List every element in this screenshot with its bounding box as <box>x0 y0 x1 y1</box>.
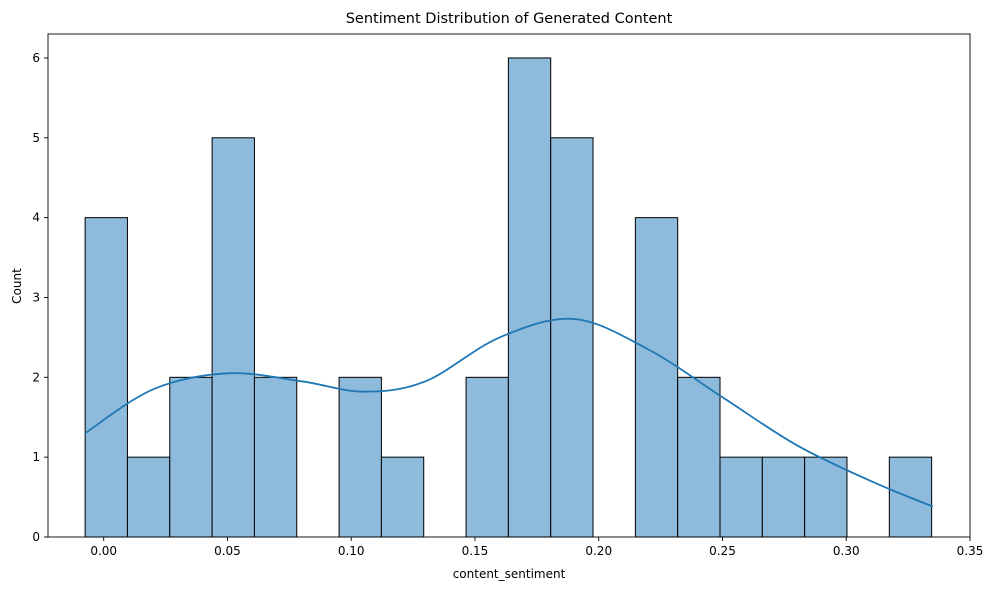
y-tick-label: 1 <box>32 450 40 464</box>
y-tick-label: 3 <box>32 290 40 304</box>
x-tick-label: 0.20 <box>585 544 612 558</box>
x-axis-ticks: 0.00 0.05 0.10 0.15 0.20 0.25 0.30 0.35 <box>90 537 983 558</box>
histogram-bar <box>550 137 594 538</box>
histogram-bar <box>761 456 806 538</box>
histogram-bar <box>507 57 552 538</box>
histogram-bar <box>84 217 128 538</box>
histogram-bar <box>719 456 763 538</box>
histogram-bar <box>169 376 213 538</box>
x-tick-label: 0.10 <box>338 544 365 558</box>
chart-title: Sentiment Distribution of Generated Cont… <box>346 11 673 27</box>
y-tick-label: 2 <box>32 370 40 384</box>
histogram-bar <box>465 376 509 538</box>
histogram-bar <box>126 456 171 538</box>
histogram-bar <box>338 376 382 538</box>
x-tick-label: 0.15 <box>462 544 489 558</box>
histogram-bar <box>380 456 425 538</box>
histogram-bar <box>677 376 721 538</box>
y-tick-label: 6 <box>32 51 40 65</box>
x-tick-label: 0.25 <box>709 544 736 558</box>
y-tick-label: 4 <box>32 211 40 225</box>
y-axis-ticks: 0 1 2 3 4 5 6 <box>32 51 48 544</box>
x-tick-label: 0.35 <box>957 544 984 558</box>
kde-curve <box>84 317 934 508</box>
x-tick-label: 0.00 <box>90 544 117 558</box>
histogram-bar <box>804 456 848 538</box>
x-tick-label: 0.05 <box>214 544 241 558</box>
y-tick-label: 5 <box>32 131 40 145</box>
histogram-bar <box>634 217 679 538</box>
bars-group <box>84 57 933 538</box>
y-tick-label: 0 <box>32 530 40 544</box>
histogram-bar <box>211 137 255 538</box>
histogram-bar <box>253 376 298 538</box>
y-axis-label: Count <box>10 268 24 304</box>
x-axis-label: content_sentiment <box>453 567 566 581</box>
plot-frame <box>47 33 971 538</box>
x-tick-label: 0.30 <box>833 544 860 558</box>
